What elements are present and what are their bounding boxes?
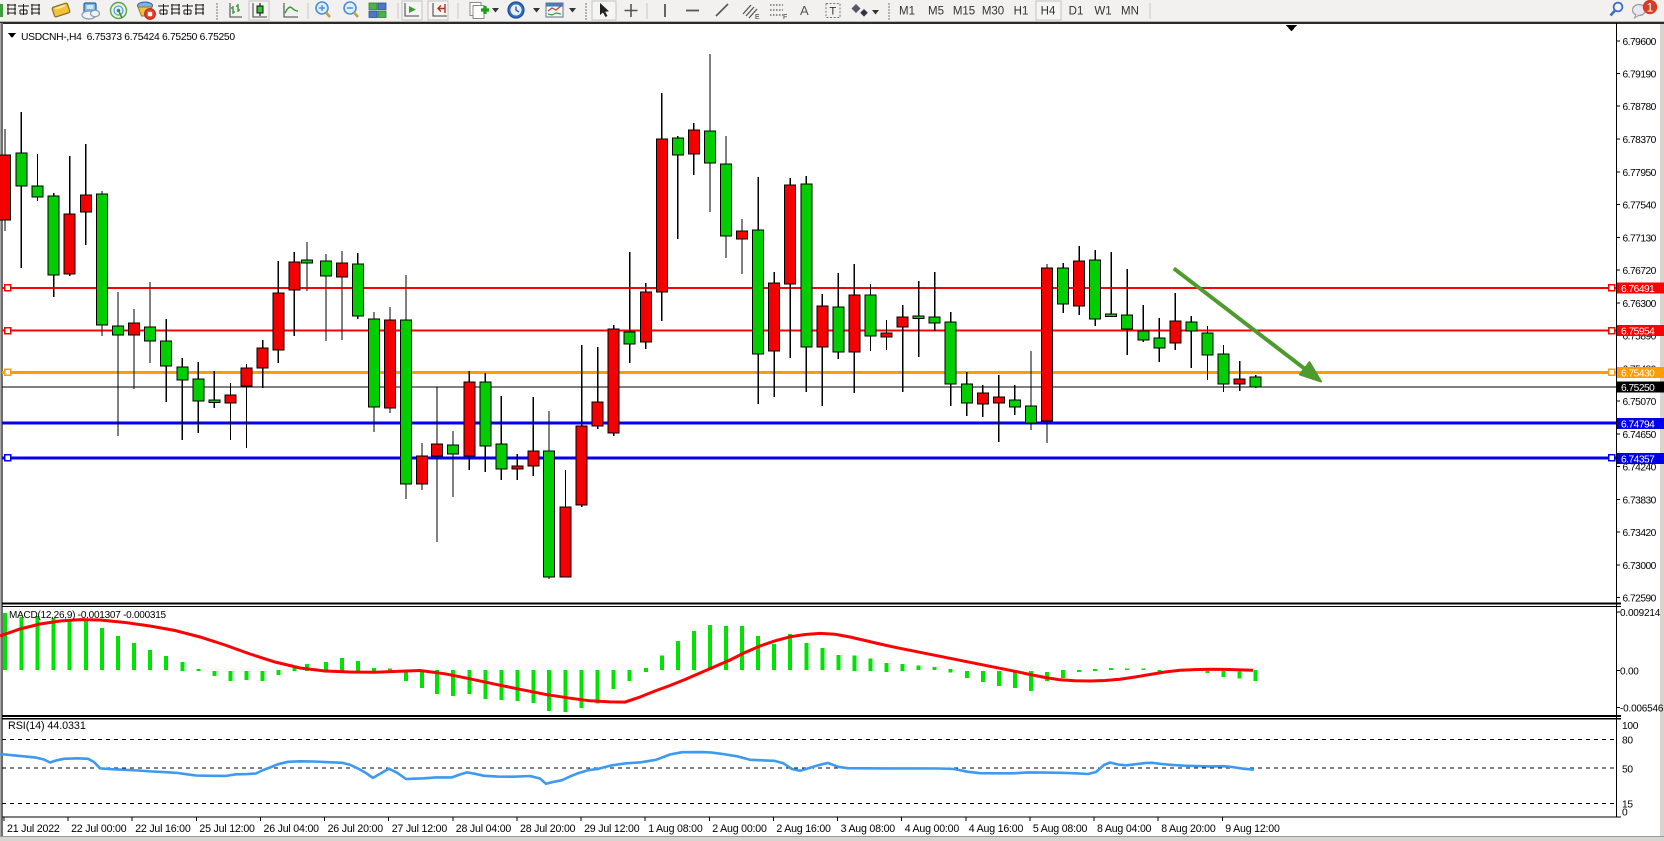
svg-text:9 Aug 12:00: 9 Aug 12:00 (1225, 823, 1280, 835)
svg-text:8 Aug 20:00: 8 Aug 20:00 (1161, 823, 1216, 835)
svg-text:8 Aug 04:00: 8 Aug 04:00 (1097, 823, 1152, 835)
svg-text:6.74357: 6.74357 (1621, 455, 1655, 466)
svg-text:W1: W1 (1094, 6, 1111, 18)
svg-text:6.77130: 6.77130 (1623, 233, 1657, 244)
svg-text:0: 0 (1622, 808, 1628, 819)
svg-text:27 Jul 12:00: 27 Jul 12:00 (392, 823, 448, 835)
svg-text:6.73420: 6.73420 (1623, 528, 1657, 539)
svg-text:6.74240: 6.74240 (1623, 463, 1657, 474)
svg-text:E: E (755, 14, 760, 21)
svg-text:USDCNH-,H4 6.75373 6.75424 6.: USDCNH-,H4 6.75373 6.75424 6.75250 6.752… (21, 32, 235, 43)
svg-text:4 Aug 16:00: 4 Aug 16:00 (969, 823, 1024, 835)
svg-text:1: 1 (1647, 1, 1654, 15)
svg-text:H1: H1 (1014, 6, 1029, 18)
svg-text:28 Jul 20:00: 28 Jul 20:00 (520, 823, 576, 835)
svg-text:22 Jul 00:00: 22 Jul 00:00 (71, 823, 127, 835)
svg-text:6.75430: 6.75430 (1621, 369, 1655, 380)
svg-text:M15: M15 (953, 6, 975, 18)
svg-text:6.77950: 6.77950 (1623, 168, 1657, 179)
svg-text:A: A (800, 3, 809, 18)
svg-text:M1: M1 (899, 6, 915, 18)
svg-text:4 Aug 00:00: 4 Aug 00:00 (905, 823, 960, 835)
svg-text:6.75250: 6.75250 (1621, 383, 1655, 394)
svg-text:MN: MN (1121, 6, 1139, 18)
svg-text:2 Aug 00:00: 2 Aug 00:00 (712, 823, 767, 835)
svg-text:6.77540: 6.77540 (1623, 201, 1657, 212)
svg-text:6.74794: 6.74794 (1621, 419, 1655, 430)
svg-text:MACD(12,26,9) -0.001307 -0.000: MACD(12,26,9) -0.001307 -0.000315 (9, 610, 167, 621)
svg-text:6.76300: 6.76300 (1623, 299, 1657, 310)
svg-text:M5: M5 (928, 6, 944, 18)
svg-text:6.73000: 6.73000 (1623, 561, 1657, 572)
svg-text:29 Jul 12:00: 29 Jul 12:00 (584, 823, 640, 835)
svg-text:1 Aug 08:00: 1 Aug 08:00 (648, 823, 703, 835)
svg-text:6.72590: 6.72590 (1623, 594, 1657, 605)
svg-text:80: 80 (1622, 736, 1633, 747)
svg-text:6.76720: 6.76720 (1623, 266, 1657, 277)
svg-text:M30: M30 (982, 6, 1004, 18)
svg-text:0.00: 0.00 (1620, 666, 1639, 677)
svg-text:22 Jul 16:00: 22 Jul 16:00 (135, 823, 191, 835)
svg-text:28 Jul 04:00: 28 Jul 04:00 (456, 823, 512, 835)
svg-text:0.009214: 0.009214 (1620, 608, 1661, 619)
svg-text:21 Jul 2022: 21 Jul 2022 (7, 823, 60, 835)
svg-text:3 Aug 08:00: 3 Aug 08:00 (841, 823, 896, 835)
svg-text:6.75954: 6.75954 (1621, 327, 1655, 338)
svg-text:50: 50 (1622, 765, 1633, 776)
svg-text:100: 100 (1622, 721, 1639, 732)
svg-text:D1: D1 (1069, 6, 1084, 18)
svg-text:6.75070: 6.75070 (1623, 397, 1657, 408)
svg-text:15: 15 (1622, 800, 1633, 811)
svg-text:6.76491: 6.76491 (1621, 284, 1655, 295)
svg-text:H4: H4 (1041, 6, 1056, 18)
svg-text:6.75890: 6.75890 (1623, 332, 1657, 343)
svg-text:-0.006546: -0.006546 (1620, 703, 1664, 714)
svg-text:F: F (783, 14, 787, 21)
svg-text:6.79190: 6.79190 (1623, 70, 1657, 81)
svg-text:5 Aug 08:00: 5 Aug 08:00 (1033, 823, 1088, 835)
svg-text:6.78780: 6.78780 (1623, 102, 1657, 113)
svg-text:25 Jul 12:00: 25 Jul 12:00 (199, 823, 255, 835)
svg-text:6.74650: 6.74650 (1623, 430, 1657, 441)
svg-text:26 Jul 04:00: 26 Jul 04:00 (264, 823, 320, 835)
svg-text:6.79600: 6.79600 (1623, 37, 1657, 48)
svg-text:6.78370: 6.78370 (1623, 135, 1657, 146)
svg-text:T: T (830, 6, 837, 18)
svg-text:26 Jul 20:00: 26 Jul 20:00 (328, 823, 384, 835)
svg-text:RSI(14) 44.0331: RSI(14) 44.0331 (8, 720, 86, 732)
svg-text:6.73830: 6.73830 (1623, 495, 1657, 506)
svg-text:2 Aug 16:00: 2 Aug 16:00 (776, 823, 831, 835)
